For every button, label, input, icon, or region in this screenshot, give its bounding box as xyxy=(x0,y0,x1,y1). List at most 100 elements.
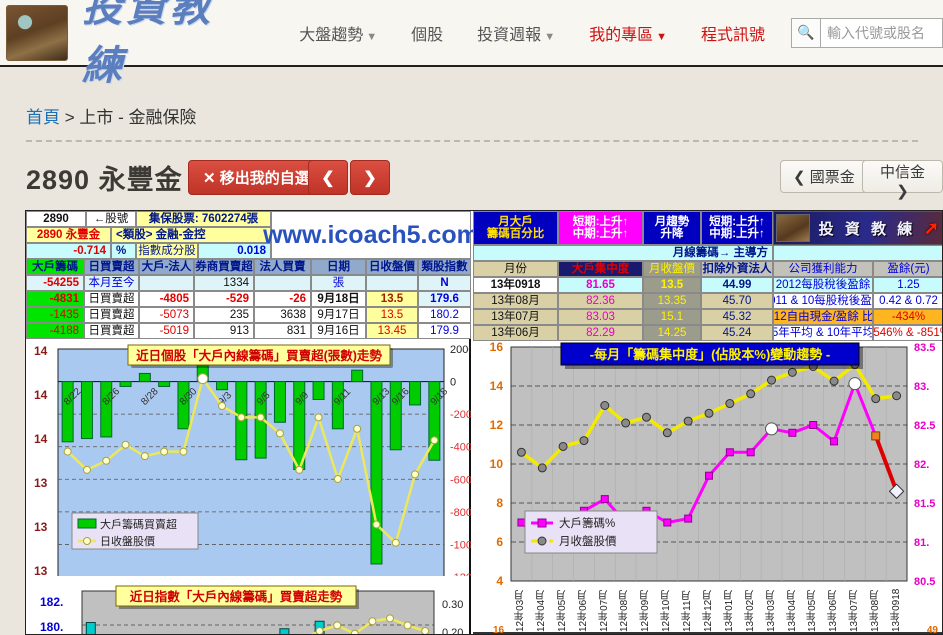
nav-item-0[interactable]: 大盤趨勢 ▼ xyxy=(299,26,378,44)
month-label: 12年06月 xyxy=(577,589,589,632)
peer-prev-button[interactable]: ❮ 國票金 xyxy=(780,160,868,193)
svg-text:近日個股「大戶內線籌碼」買賣超(張數)走勢: 近日個股「大戶內線籌碼」買賣超(張數)走勢 xyxy=(136,348,382,363)
month-label: 12年07月 xyxy=(598,589,610,632)
logo-photo xyxy=(776,214,810,242)
prev-stock-button[interactable]: ❮ xyxy=(308,160,348,195)
month-label: 12年05月 xyxy=(556,589,568,632)
table-cell: 83.03 xyxy=(558,309,643,325)
divider xyxy=(26,140,918,142)
breadcrumb-home-link[interactable]: 首頁 xyxy=(26,108,60,127)
breadcrumb-separator: > xyxy=(64,108,75,127)
month-label: 12年03月 xyxy=(515,589,526,632)
table-cell: 2011 & 10每股稅後盈餘 xyxy=(773,293,873,309)
table-cell: 0.018 xyxy=(198,243,271,259)
next-chart-top-border xyxy=(473,632,942,634)
svg-text:13: 13 xyxy=(34,564,48,576)
next-chart-right-tick: 49 xyxy=(926,625,938,635)
table-cell: 盈餘(元) xyxy=(873,261,942,277)
month-label: 13年0918 xyxy=(891,588,903,632)
table-cell: 2890 xyxy=(26,211,86,227)
month-label: 13年04月 xyxy=(786,589,798,632)
table-cell: 15.1 xyxy=(643,309,701,325)
table-cell: 扣除外資法人 xyxy=(701,261,773,277)
svg-text:14: 14 xyxy=(34,432,48,446)
table-cell: 本月至今 xyxy=(84,275,139,291)
svg-text:182.: 182. xyxy=(40,595,63,609)
table-cell: 法人買賣 xyxy=(254,259,311,275)
svg-text:-6000: -6000 xyxy=(450,474,471,486)
table-cell: 13.35 xyxy=(643,293,701,309)
svg-text:180.: 180. xyxy=(40,620,63,634)
table-cell: 大戶籌碼 xyxy=(26,259,84,275)
table-cell: 13.45 xyxy=(366,323,418,339)
top-navbar: 投資教練 大盤趨勢 ▼ 個股 投資週報 ▼ 我的專區 ▼ 程式訊號 🔍 xyxy=(0,0,943,89)
nav-item-4[interactable]: 程式訊號 xyxy=(700,26,765,44)
next-stock-button[interactable]: ❯ xyxy=(350,160,390,195)
table-cell: N xyxy=(418,275,471,291)
month-label: 13年07月 xyxy=(849,589,861,632)
next-chart-left-tick: 16 xyxy=(493,625,505,635)
month-label: 12年09月 xyxy=(640,589,652,632)
nav-item-1[interactable]: 個股 xyxy=(411,26,444,44)
table-cell: -26 xyxy=(254,291,311,307)
svg-text:0.30: 0.30 xyxy=(442,599,463,611)
month-label: 12年08月 xyxy=(619,589,631,632)
svg-text:13: 13 xyxy=(34,476,48,490)
table-cell: 月線籌碼→ 主導方 xyxy=(473,245,773,261)
brand-title[interactable]: 投資教練 xyxy=(82,0,215,89)
search-icon[interactable]: 🔍 xyxy=(791,17,821,48)
month-label: 13年03月 xyxy=(765,589,777,632)
table-cell: 13年07月 xyxy=(473,309,558,325)
table-cell: 14.25 xyxy=(643,325,701,341)
up-arrow-icon: ➚ xyxy=(923,217,939,238)
table-cell: -54255 xyxy=(26,275,84,291)
table-cell: 月份 xyxy=(473,261,558,277)
table-logo-banner: 投 資 教 練 ➚ xyxy=(773,211,942,245)
svg-text:10: 10 xyxy=(490,457,504,471)
site-logo-image[interactable] xyxy=(6,4,69,61)
table-cell: % xyxy=(111,243,136,259)
table-cell: -4188 xyxy=(26,323,84,339)
table-cell: 日買賣超 xyxy=(84,307,139,323)
table-cell: -5019 xyxy=(139,323,194,339)
table-cell: 44.99 xyxy=(701,277,773,293)
month-label: 12年12月 xyxy=(703,589,715,632)
svg-text:-8000: -8000 xyxy=(450,507,471,519)
table-cell: 大戶-法人 xyxy=(139,259,194,275)
peer-next-button[interactable]: 中信金 ❯ xyxy=(862,160,943,200)
stock-search: 🔍 xyxy=(791,17,943,48)
monthly-concentration-chart: 16 83.5 14 83. 12 82.5 10 82. 8 81.5 6 81. 4 80.5 -每月「… xyxy=(490,341,936,586)
left-panel: 2890 ←股號 集保股票: 7602274張 2890 永豐金 <類股> 金融-金控 -… xyxy=(26,211,479,634)
nav-item-3[interactable]: 我的專區 ▼ xyxy=(589,26,667,44)
table-cell: 831 xyxy=(254,323,311,339)
table-cell: 月大戶 籌碼百分比 xyxy=(473,211,558,245)
table-cell: -1435 xyxy=(26,307,84,323)
table-cell: 3638 xyxy=(254,307,311,323)
table-cell: 13.5 xyxy=(643,277,701,293)
stock-dashboard: 2890 ←股號 集保股票: 7602274張 2890 永豐金 <類股> 金融-金控 -… xyxy=(25,210,943,635)
svg-text:近日指數「大戶內線籌碼」買賣超走勢: 近日指數「大戶內線籌碼」買賣超走勢 xyxy=(130,589,343,604)
svg-text:0: 0 xyxy=(450,377,456,389)
nav-menu: 大盤趨勢 ▼ 個股 投資週報 ▼ 我的專區 ▼ 程式訊號 xyxy=(299,21,765,45)
table-cell: 日買賣超 xyxy=(84,259,139,275)
table-cell: 張 xyxy=(311,275,366,291)
table-cell: 券商買賣超 xyxy=(194,259,254,275)
svg-text:-12000: -12000 xyxy=(450,572,471,576)
table-cell: 月收盤價 xyxy=(643,261,701,277)
table-cell: 45.24 xyxy=(701,325,773,341)
svg-text:16: 16 xyxy=(490,341,504,354)
table-cell: 81.65 xyxy=(558,277,643,293)
table-cell: 5年平均 & 10年平均 xyxy=(773,325,873,341)
page-title: 2890 永豐金 xyxy=(26,165,183,195)
search-input[interactable] xyxy=(821,17,943,48)
table-cell: 45.32 xyxy=(701,309,773,325)
svg-text:4: 4 xyxy=(496,574,503,586)
table-cell: -529 xyxy=(194,291,254,307)
month-label: 12年11月 xyxy=(682,590,694,632)
breadcrumb-path: 上市 - 金融保險 xyxy=(79,108,197,127)
svg-text:8: 8 xyxy=(496,496,503,510)
table-cell xyxy=(773,245,942,261)
table-cell: 9月18日 xyxy=(311,291,366,307)
nav-item-2[interactable]: 投資週報 ▼ xyxy=(477,26,556,44)
